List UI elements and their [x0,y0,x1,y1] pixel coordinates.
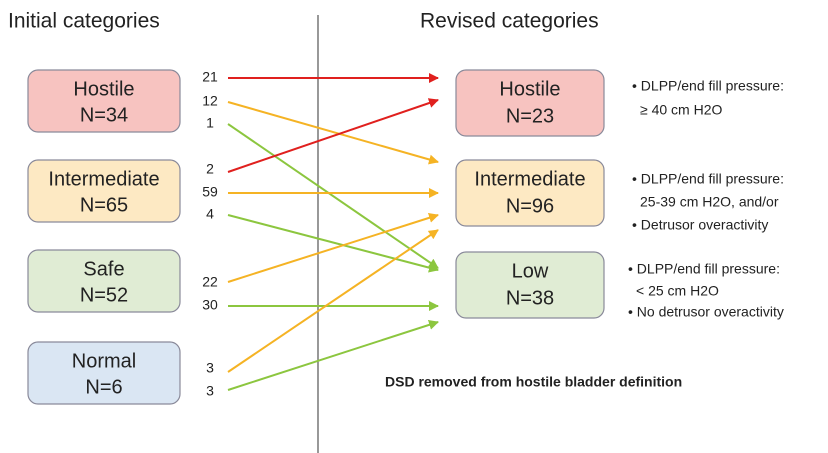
note-line: • No detrusor overactivity [628,304,784,320]
flow-arrow [227,229,439,373]
node-count: N=96 [506,195,554,217]
note-line: • Detrusor overactivity [632,217,768,233]
flow-count: 2 [206,161,214,177]
node-count: N=38 [506,287,554,309]
footnote: DSD removed from hostile bladder definit… [385,374,682,390]
left-node [27,69,181,133]
note-line: 25-39 cm H2O, and/or [640,194,779,210]
node-label: Hostile [73,78,134,100]
flow-count: 59 [202,184,218,200]
right-header: Revised categories [420,10,599,33]
left-header: Initial categories [8,10,160,33]
flow-arrow [227,98,439,173]
note-line: < 25 cm H2O [636,283,719,299]
flow-count: 3 [206,360,214,376]
right-node [455,251,605,319]
note-line: ≥ 40 cm H2O [640,102,722,118]
node-label: Normal [72,350,136,372]
node-label: Low [512,260,549,282]
node-count: N=23 [506,105,554,127]
flow-count: 4 [206,206,214,222]
node-label: Intermediate [48,168,159,190]
node-label: Intermediate [474,168,585,190]
flow-count: 30 [202,297,218,313]
left-node [27,341,181,405]
flow-count: 22 [202,274,218,290]
flow-count: 21 [202,69,218,85]
flow-arrow [227,101,439,165]
flow-arrow [227,212,439,283]
node-count: N=6 [85,376,122,398]
node-label: Safe [83,258,124,280]
node-count: N=65 [80,194,128,216]
flow-count: 12 [202,93,218,109]
note-line: • DLPP/end fill pressure: [628,261,780,277]
right-node [455,159,605,227]
flow-arrow [227,320,439,391]
node-label: Hostile [499,78,560,100]
node-count: N=34 [80,104,128,126]
flow-arrow [227,123,439,269]
flow-count: 3 [206,383,214,399]
right-node [455,69,605,137]
flow-count: 1 [206,115,214,131]
left-node [27,249,181,313]
note-line: • DLPP/end fill pressure: [632,78,784,94]
node-count: N=52 [80,284,128,306]
left-node [27,159,181,223]
note-line: • DLPP/end fill pressure: [632,171,784,187]
flow-arrow [227,214,439,273]
